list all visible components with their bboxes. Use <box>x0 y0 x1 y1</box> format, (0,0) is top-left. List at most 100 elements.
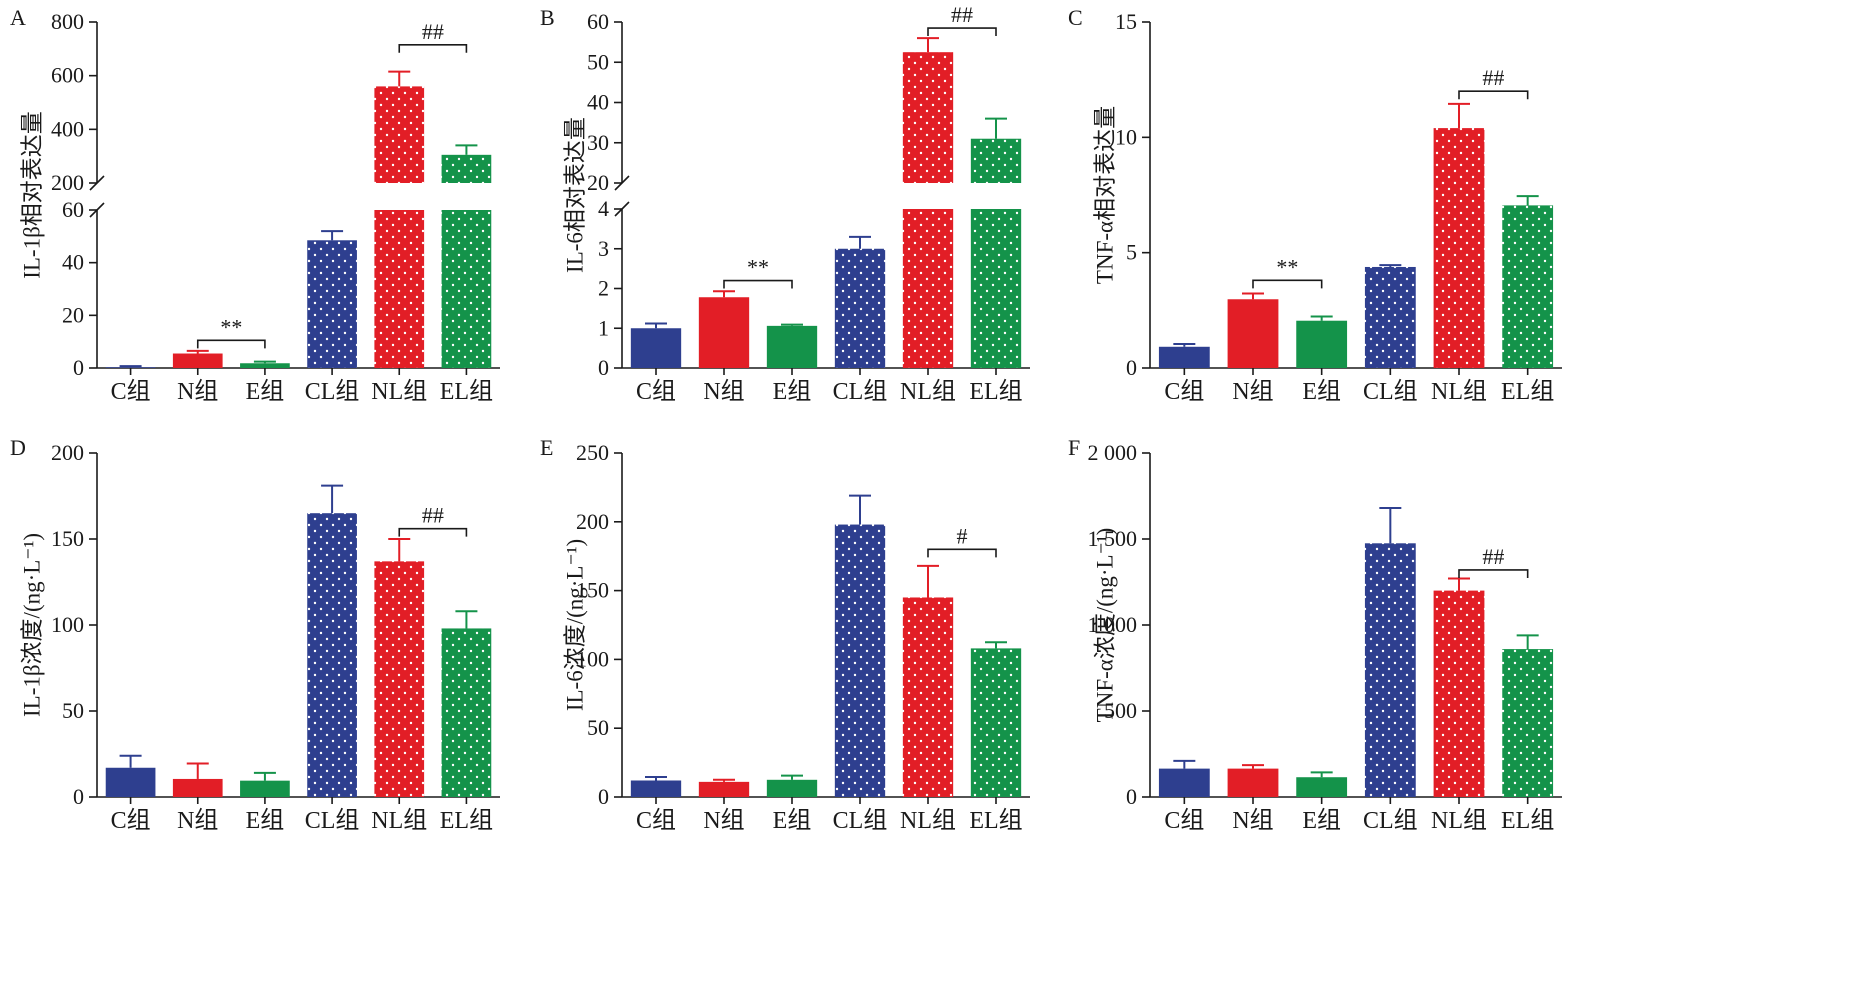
x-tick-label: E组 <box>246 378 285 405</box>
panel-letter: D <box>10 435 26 460</box>
x-tick-label: C组 <box>636 807 676 834</box>
y-tick-label: 0 <box>73 784 84 809</box>
bar-EL <box>1502 205 1554 368</box>
x-tick-label: CL组 <box>305 378 360 405</box>
bar-EL <box>1502 649 1554 797</box>
significance-bracket: ## <box>1458 544 1529 578</box>
y-tick-label: 2 <box>598 276 609 301</box>
x-tick-label: E组 <box>246 807 285 834</box>
panel-letter: B <box>540 5 555 30</box>
x-tick-label: E组 <box>1302 807 1341 834</box>
y-tick-label: 500 <box>1104 698 1137 723</box>
bar-EL-upper <box>970 138 1022 183</box>
bar-NL <box>374 561 425 797</box>
x-tick-label: CL组 <box>305 807 360 834</box>
bar-C <box>105 767 156 797</box>
bar-NL-lower <box>374 210 425 368</box>
x-tick-label: C组 <box>111 378 151 405</box>
bracket-line <box>398 527 468 537</box>
bar-E <box>1296 777 1348 797</box>
bar-N <box>1227 299 1279 368</box>
significance-label: # <box>957 523 968 548</box>
y-axis-label: IL-6相对表达量 <box>563 117 588 273</box>
bar-EL-upper <box>441 154 492 183</box>
y-tick-label: 800 <box>51 9 84 34</box>
x-tick-label: C组 <box>1164 378 1204 405</box>
bar-E <box>766 779 818 797</box>
x-tick-label: NL组 <box>1431 378 1487 405</box>
x-tick-label: EL组 <box>969 807 1022 834</box>
x-tick-label: N组 <box>1232 378 1273 405</box>
y-tick-label: 1 <box>598 315 609 340</box>
significance-label: ## <box>422 503 444 528</box>
x-tick-label: N组 <box>1232 807 1273 834</box>
bar-NL <box>1433 590 1485 797</box>
bar-E <box>1296 320 1348 368</box>
bar-E <box>240 363 290 368</box>
y-tick-label: 400 <box>51 116 84 141</box>
bar-EL <box>441 628 492 797</box>
x-tick-label: CL组 <box>833 378 888 405</box>
y-tick-label: 250 <box>576 440 609 465</box>
bar-NL-upper <box>902 52 954 183</box>
y-tick-label: 200 <box>51 170 84 195</box>
bracket-line <box>1252 279 1323 289</box>
bracket-line <box>1458 569 1529 578</box>
significance-bracket: ## <box>398 19 468 53</box>
y-tick-label: 1 000 <box>1088 612 1138 637</box>
significance-label: ## <box>1482 544 1504 569</box>
x-tick-label: EL组 <box>1501 807 1554 834</box>
y-tick-label: 60 <box>587 9 609 34</box>
bar-C <box>630 780 682 797</box>
significance-label: ** <box>747 255 769 280</box>
significance-bracket: ## <box>927 2 997 37</box>
x-tick-label: N组 <box>177 807 218 834</box>
significance-label: ## <box>951 2 973 27</box>
x-tick-label: E组 <box>773 807 812 834</box>
y-tick-label: 50 <box>62 698 84 723</box>
bar-N <box>698 297 750 368</box>
bracket-line <box>927 27 997 37</box>
bar-EL-lower <box>441 210 492 368</box>
y-tick-label: 150 <box>51 526 84 551</box>
bracket-line <box>1458 90 1529 100</box>
x-tick-label: EL组 <box>1501 378 1554 405</box>
y-axis-label: TNF-α浓度/(ng·L⁻¹) <box>1093 528 1118 723</box>
x-tick-label: N组 <box>703 378 744 405</box>
y-axis-label: IL-6浓度/(ng·L⁻¹) <box>563 539 588 711</box>
panel-letter: C <box>1068 5 1083 30</box>
panel-F: F 0 500 1 000 1 500 2 000 TNF-α浓度/(ng·L⁻¹) C组 N组… <box>1068 435 1562 834</box>
bar-N <box>1227 768 1279 797</box>
y-tick-label: 100 <box>576 646 609 671</box>
panel-letter: F <box>1068 435 1080 460</box>
x-tick-label: C组 <box>111 807 151 834</box>
y-tick-label: 150 <box>576 578 609 603</box>
y-tick-label: 1 500 <box>1088 526 1138 551</box>
panel-C: C 0 5 10 15 TNF-α相对表达量 C组 N组 E组 CL组 NL组 EL组 ** ## <box>1068 5 1562 405</box>
bar-CL <box>307 513 357 797</box>
x-tick-label: N组 <box>703 807 744 834</box>
y-axis-label: TNF-α相对表达量 <box>1093 106 1118 284</box>
y-tick-label: 20 <box>587 170 609 195</box>
y-tick-label: 5 <box>1126 240 1137 265</box>
panel-letter: E <box>540 435 553 460</box>
panel-B: B 0 1 2 3 420 30 40 50 60 IL-6相对表达量 C组 N组 E组 CL组 NL组 EL组… <box>540 2 1030 405</box>
x-tick-label: NL组 <box>371 378 427 405</box>
x-tick-label: C组 <box>1164 807 1204 834</box>
significance-bracket: ** <box>196 314 266 349</box>
x-tick-label: N组 <box>177 378 218 405</box>
x-tick-label: EL组 <box>440 807 493 834</box>
bar-EL <box>970 648 1022 797</box>
y-tick-label: 40 <box>62 250 84 275</box>
bar-C <box>105 367 156 368</box>
bracket-line <box>927 548 997 558</box>
bar-E <box>240 780 290 797</box>
panel-E: E 0 50 100 150 200 250 IL-6浓度/(ng·L⁻¹) C组 N组 E组 CL组… <box>540 435 1030 834</box>
panel-D: D 0 50 100 150 200 IL-1β浓度/(ng·L⁻¹) C组 N组 E组 CL组 NL… <box>10 435 500 834</box>
y-tick-label: 40 <box>587 90 609 115</box>
panel-letter: A <box>10 5 26 30</box>
y-tick-label: 0 <box>1126 784 1137 809</box>
y-tick-label: 2 000 <box>1088 440 1138 465</box>
bar-N <box>698 781 750 797</box>
